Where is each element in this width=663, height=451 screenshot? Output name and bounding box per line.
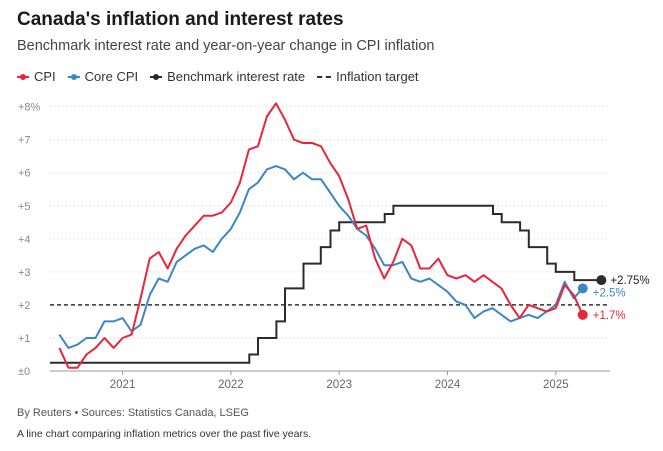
- y-tick-label: +5: [18, 201, 31, 213]
- legend-item-benchmark-rate: Benchmark interest rate: [150, 69, 305, 84]
- chart-caption: A line chart comparing inflation metrics…: [17, 428, 312, 440]
- cpi-end-marker: [577, 309, 588, 320]
- legend-item-cpi: CPI: [17, 69, 56, 84]
- legend-item-inflation-target: Inflation target: [317, 69, 419, 84]
- y-tick-label: ±0: [18, 366, 30, 378]
- benchmark-rate-end-label: +2.75%: [610, 275, 649, 287]
- benchmark-rate-line: [50, 204, 602, 364]
- legend-swatch-benchmark-rate: [150, 73, 163, 80]
- y-tick-label: +6: [18, 168, 31, 180]
- legend-swatch-cpi: [17, 73, 29, 80]
- x-tick-label: 2024: [435, 379, 461, 391]
- benchmark-rate-end-marker: [596, 275, 607, 286]
- source-note: By Reuters • Sources: Statistics Canada,…: [17, 407, 249, 419]
- core-cpi-line: [58, 165, 584, 349]
- y-tick-label: +2: [18, 300, 31, 312]
- cpi-line: [58, 102, 584, 369]
- core-cpi-end-label: +2.5%: [593, 287, 626, 299]
- y-tick-label: +8%: [18, 102, 41, 114]
- cpi-end-label: +1.7%: [593, 310, 626, 322]
- y-tick-label: +3: [18, 267, 31, 279]
- legend-label-cpi: CPI: [34, 69, 56, 84]
- x-tick-label: 2021: [110, 379, 136, 391]
- legend-label-inflation-target: Inflation target: [336, 69, 419, 84]
- chart-subtitle: Benchmark interest rate and year-on-year…: [17, 38, 435, 54]
- legend-label-benchmark-rate: Benchmark interest rate: [167, 69, 306, 84]
- y-tick-label: +1: [18, 333, 31, 345]
- legend-label-core-cpi: Core CPI: [84, 69, 139, 84]
- legend-swatch-core-cpi: [67, 73, 80, 80]
- chart-title: Canada's inflation and interest rates: [17, 9, 344, 30]
- legend-swatch-inflation-target: [317, 75, 332, 78]
- y-tick-label: +4: [18, 234, 31, 246]
- x-tick-label: 2023: [326, 379, 352, 391]
- legend-item-core-cpi: Core CPI: [67, 69, 139, 84]
- legend: CPI Core CPI Benchmark interest rate Inf…: [17, 69, 431, 84]
- y-tick-label: +7: [18, 135, 31, 147]
- x-tick-label: 2025: [543, 379, 569, 391]
- x-tick-label: 2022: [218, 379, 244, 391]
- core-cpi-end-marker: [577, 283, 588, 294]
